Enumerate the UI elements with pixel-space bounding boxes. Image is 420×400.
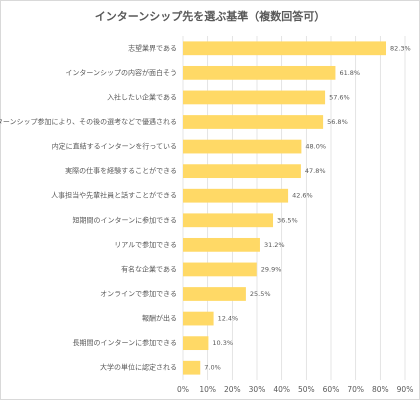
bar xyxy=(183,41,387,56)
value-label: 25.5% xyxy=(250,290,271,298)
y-tick-label: 有名な企業である xyxy=(121,264,177,273)
value-label: 82.3% xyxy=(390,44,411,52)
y-tick-label: 報酬が出る xyxy=(142,314,177,323)
chart-title: インターンシップ先を選ぶ基準（複数回答可） xyxy=(95,9,325,23)
value-label: 36.5% xyxy=(277,216,298,224)
bar xyxy=(183,237,260,252)
x-tick-label: 30% xyxy=(249,385,266,394)
value-label: 29.9% xyxy=(261,265,282,273)
y-tick-label: 志望業界である xyxy=(128,43,177,52)
x-tick-label: 60% xyxy=(323,385,340,394)
bar xyxy=(183,311,214,326)
bar xyxy=(183,360,201,375)
value-label: 10.3% xyxy=(212,339,233,347)
value-label: 56.8% xyxy=(327,118,348,126)
x-tick-label: 50% xyxy=(298,385,315,394)
bar xyxy=(183,213,274,228)
bar xyxy=(183,65,336,80)
x-tick-label: 70% xyxy=(347,385,364,394)
y-tick-label: 入社したい企業である xyxy=(107,92,177,101)
value-label: 48.0% xyxy=(305,143,326,151)
x-tick-label: 20% xyxy=(224,385,241,394)
value-label: 7.0% xyxy=(204,364,221,372)
y-tick-label: 実際の仕事を経験することができる xyxy=(65,166,177,175)
y-tick-label: インターンシップの内容が面白そう xyxy=(65,68,177,77)
x-tick-label: 40% xyxy=(273,385,290,394)
y-tick-label: リアルで参加できる xyxy=(114,240,177,249)
bar xyxy=(183,164,301,179)
bar xyxy=(183,336,209,351)
x-tick-label: 0% xyxy=(177,385,189,394)
y-tick-label: 内定に直結するインターンを行っている xyxy=(52,142,177,151)
value-label: 57.6% xyxy=(329,93,350,101)
bar xyxy=(183,115,324,129)
y-tick-label: 人事担当や先輩社員と話すことができる xyxy=(51,191,177,200)
y-tick-label: 短期間のインターンに参加できる xyxy=(72,215,177,224)
x-tick-label: 80% xyxy=(372,385,389,394)
value-label: 47.8% xyxy=(305,167,326,175)
y-tick-label: インターンシップ参加により、その後の選考などで優遇される xyxy=(0,117,177,126)
bar xyxy=(183,287,246,301)
bar xyxy=(183,262,257,277)
y-tick-label: 大学の単位に認定される xyxy=(100,363,177,372)
bar xyxy=(183,188,289,203)
x-tick-label: 90% xyxy=(397,385,414,394)
value-label: 61.8% xyxy=(339,69,360,77)
x-tick-label: 10% xyxy=(199,385,216,394)
value-label: 12.4% xyxy=(218,315,239,323)
value-label: 42.6% xyxy=(292,192,313,200)
bar xyxy=(183,139,302,154)
bar xyxy=(183,90,326,105)
y-tick-label: 長期間のインターンに参加できる xyxy=(72,338,177,347)
y-tick-label: オンラインで参加できる xyxy=(100,289,177,298)
value-label: 31.2% xyxy=(264,241,285,249)
